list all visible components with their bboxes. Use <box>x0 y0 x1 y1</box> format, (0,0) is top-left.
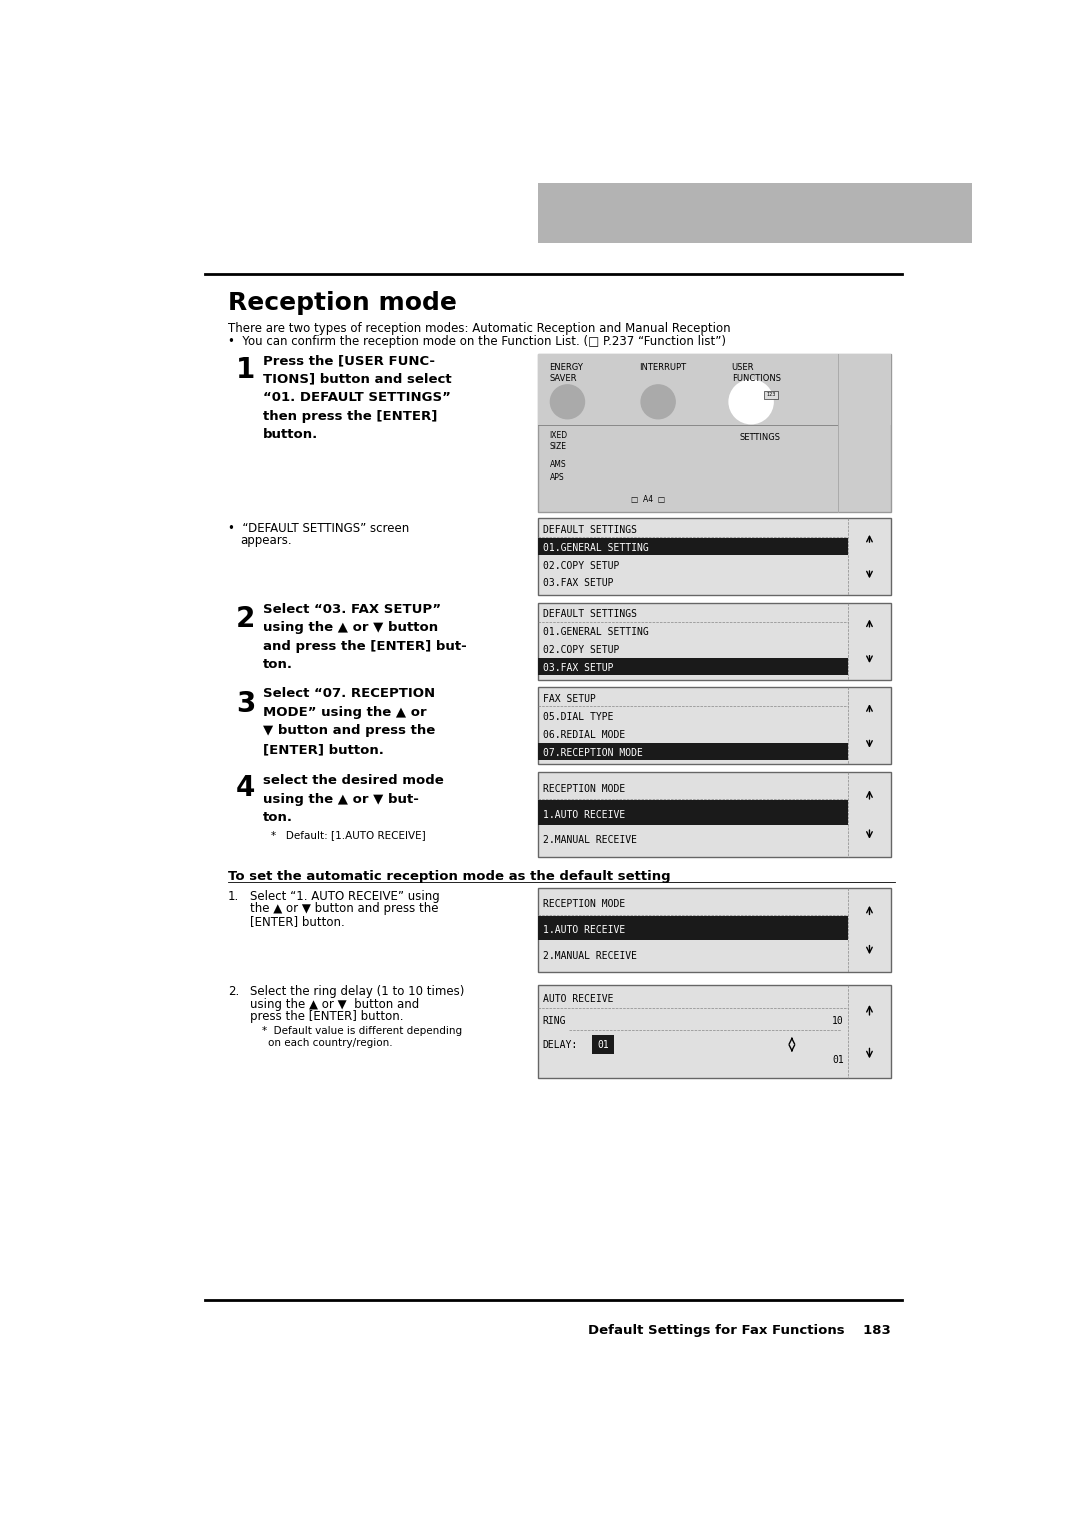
Text: DEFAULT SETTINGS: DEFAULT SETTINGS <box>542 525 636 534</box>
Text: Select “03. FAX SETUP”
using the ▲ or ▼ button
and press the [ENTER] but-
ton.: Select “03. FAX SETUP” using the ▲ or ▼ … <box>262 603 467 671</box>
Text: 2: 2 <box>235 606 255 633</box>
FancyBboxPatch shape <box>538 603 891 679</box>
FancyBboxPatch shape <box>538 743 848 760</box>
FancyBboxPatch shape <box>538 986 891 1077</box>
Text: 3: 3 <box>235 690 255 717</box>
Text: 2.: 2. <box>228 986 240 998</box>
Text: RECEPTION MODE: RECEPTION MODE <box>542 784 625 794</box>
Text: on each country/region.: on each country/region. <box>268 1038 393 1048</box>
Text: 03.FAX SETUP: 03.FAX SETUP <box>542 664 613 673</box>
Text: •  “DEFAULT SETTINGS” screen: • “DEFAULT SETTINGS” screen <box>228 522 409 536</box>
FancyBboxPatch shape <box>592 1036 613 1053</box>
Text: 01: 01 <box>597 1039 609 1050</box>
Text: Press the [USER FUNC-
TIONS] button and select
“01. DEFAULT SETTINGS”
then press: Press the [USER FUNC- TIONS] button and … <box>262 354 451 441</box>
Text: AMS: AMS <box>550 459 566 468</box>
Text: APS: APS <box>550 473 564 482</box>
Text: *   Default: [1.AUTO RECEIVE]: * Default: [1.AUTO RECEIVE] <box>271 830 426 839</box>
Text: □  A4  □: □ A4 □ <box>631 494 665 504</box>
Text: 03.FAX SETUP: 03.FAX SETUP <box>542 578 613 589</box>
Text: Select “1. AUTO RECEIVE” using: Select “1. AUTO RECEIVE” using <box>249 890 440 903</box>
Text: FAX SETUP: FAX SETUP <box>542 694 595 703</box>
Text: 1.AUTO RECEIVE: 1.AUTO RECEIVE <box>542 809 625 819</box>
Circle shape <box>729 380 773 423</box>
Text: •  You can confirm the reception mode on the Function List. (□ P.237 “Function l: • You can confirm the reception mode on … <box>228 334 726 348</box>
Text: 02.COPY SETUP: 02.COPY SETUP <box>542 560 619 571</box>
Text: USER
FUNCTIONS: USER FUNCTIONS <box>732 363 781 383</box>
Text: 02.COPY SETUP: 02.COPY SETUP <box>542 645 619 655</box>
Text: 2.MANUAL RECEIVE: 2.MANUAL RECEIVE <box>542 951 636 961</box>
Text: 01.GENERAL SETTING: 01.GENERAL SETTING <box>542 627 648 638</box>
Text: 1.: 1. <box>228 890 240 903</box>
FancyBboxPatch shape <box>538 183 972 243</box>
Text: 07.RECEPTION MODE: 07.RECEPTION MODE <box>542 748 643 758</box>
Text: using the ▲ or ▼  button and: using the ▲ or ▼ button and <box>249 998 419 1010</box>
Text: Default Settings for Fax Functions    183: Default Settings for Fax Functions 183 <box>588 1325 891 1337</box>
FancyBboxPatch shape <box>538 537 848 555</box>
Text: RING: RING <box>542 1016 566 1025</box>
Text: select the desired mode
using the ▲ or ▼ but-
ton.: select the desired mode using the ▲ or ▼… <box>262 775 444 824</box>
Text: Select “07. RECEPTION
MODE” using the ▲ or
▼ button and press the
[ENTER] button: Select “07. RECEPTION MODE” using the ▲ … <box>262 688 435 755</box>
FancyBboxPatch shape <box>538 916 848 940</box>
FancyBboxPatch shape <box>538 888 891 972</box>
Circle shape <box>551 385 584 418</box>
Text: RECEPTION MODE: RECEPTION MODE <box>542 899 625 909</box>
Text: 4: 4 <box>235 775 255 803</box>
Text: 1.AUTO RECEIVE: 1.AUTO RECEIVE <box>542 925 625 935</box>
Text: *  Default value is different depending: * Default value is different depending <box>262 1027 462 1036</box>
FancyBboxPatch shape <box>538 772 891 858</box>
Text: To set the automatic reception mode as the default setting: To set the automatic reception mode as t… <box>228 870 671 884</box>
Text: appears.: appears. <box>241 534 292 548</box>
Text: 123: 123 <box>767 392 775 397</box>
Text: ENERGY
SAVER: ENERGY SAVER <box>550 363 583 383</box>
Text: 1: 1 <box>235 357 255 385</box>
Text: [ENTER] button.: [ENTER] button. <box>249 914 345 928</box>
Text: IXED
SIZE: IXED SIZE <box>550 432 568 450</box>
Text: DEFAULT SETTINGS: DEFAULT SETTINGS <box>542 609 636 620</box>
FancyBboxPatch shape <box>538 354 891 511</box>
Text: the ▲ or ▼ button and press the: the ▲ or ▼ button and press the <box>249 902 438 916</box>
Text: 06.REDIAL MODE: 06.REDIAL MODE <box>542 729 625 740</box>
Text: 01.GENERAL SETTING: 01.GENERAL SETTING <box>542 543 648 552</box>
FancyBboxPatch shape <box>538 801 848 824</box>
Circle shape <box>642 385 675 418</box>
Text: Select the ring delay (1 to 10 times): Select the ring delay (1 to 10 times) <box>249 986 464 998</box>
Text: There are two types of reception modes: Automatic Reception and Manual Reception: There are two types of reception modes: … <box>228 322 731 334</box>
FancyBboxPatch shape <box>538 517 891 595</box>
FancyBboxPatch shape <box>538 354 891 426</box>
FancyBboxPatch shape <box>538 658 848 676</box>
Text: SETTINGS: SETTINGS <box>740 433 781 443</box>
Text: press the [ENTER] button.: press the [ENTER] button. <box>249 1010 403 1022</box>
Text: 05.DIAL TYPE: 05.DIAL TYPE <box>542 713 613 722</box>
Text: Reception mode: Reception mode <box>228 291 457 314</box>
Text: INTERRUPT: INTERRUPT <box>638 363 686 372</box>
Text: 10: 10 <box>832 1016 843 1025</box>
FancyBboxPatch shape <box>765 391 779 398</box>
Text: 01: 01 <box>832 1054 843 1065</box>
Text: AUTO RECEIVE: AUTO RECEIVE <box>542 995 613 1004</box>
Text: DELAY:: DELAY: <box>542 1039 578 1050</box>
Text: 2.MANUAL RECEIVE: 2.MANUAL RECEIVE <box>542 835 636 845</box>
FancyBboxPatch shape <box>538 688 891 765</box>
